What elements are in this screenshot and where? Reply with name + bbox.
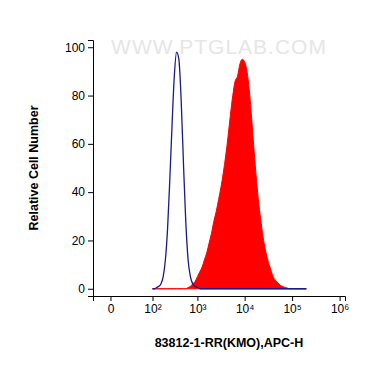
tick-label: 80 [72, 89, 86, 103]
histogram-area [152, 59, 306, 288]
plot-area [152, 52, 306, 289]
tick-mark [88, 192, 93, 193]
tick-mark [88, 289, 93, 290]
tick-mark [292, 296, 293, 301]
axis-line [94, 297, 346, 302]
tick-label: 100 [65, 41, 85, 55]
tick: 10³ [189, 296, 206, 316]
tick-label: 10⁴ [236, 302, 255, 316]
tick: 10² [144, 296, 161, 316]
tick-label: 20 [72, 234, 86, 248]
tick: 80 [72, 89, 93, 103]
tick: 0 [108, 296, 115, 316]
tick-label: 60 [72, 137, 86, 151]
tick: 40 [72, 185, 93, 199]
tick-label: 0 [108, 302, 115, 316]
tick-label: 10² [144, 302, 161, 316]
tick-label: 10⁵ [283, 302, 301, 316]
tick: 100 [65, 41, 93, 55]
y-axis-title: Relative Cell Number [27, 105, 41, 230]
tick-mark [88, 47, 93, 48]
tick-mark [88, 96, 93, 97]
tick: 20 [72, 234, 93, 248]
tick-label: 10³ [189, 302, 206, 316]
tick-mark [88, 240, 93, 241]
tick-label: 10⁶ [331, 302, 349, 316]
tick-mark [340, 296, 341, 301]
tick-mark [110, 296, 111, 301]
chart: WWW.PTGLAB.COM 0 10² 10³ 10⁴ 10⁵ 10⁶ 0 20 40 60 80 1… [0, 0, 370, 367]
tick: 10⁵ [283, 296, 301, 316]
tick: 0 [78, 282, 93, 296]
x-axis: 0 10² 10³ 10⁴ 10⁵ 10⁶ [94, 296, 350, 316]
tick-mark [152, 296, 153, 301]
watermark: WWW.PTGLAB.COM [111, 35, 327, 58]
axis-line [88, 41, 94, 297]
histogram-line [152, 52, 306, 289]
y-axis: 0 20 40 60 80 100 [65, 41, 94, 297]
tick-label: 0 [78, 282, 85, 296]
tick: 10⁶ [331, 296, 349, 316]
tick-mark [197, 296, 198, 301]
tick-label: 40 [72, 185, 86, 199]
tick-mark [245, 296, 246, 301]
tick: 60 [72, 137, 93, 151]
x-axis-title: 83812-1-RR(KMO),APC-H [155, 336, 304, 350]
tick-mark [88, 144, 93, 145]
tick: 10⁴ [236, 296, 255, 316]
